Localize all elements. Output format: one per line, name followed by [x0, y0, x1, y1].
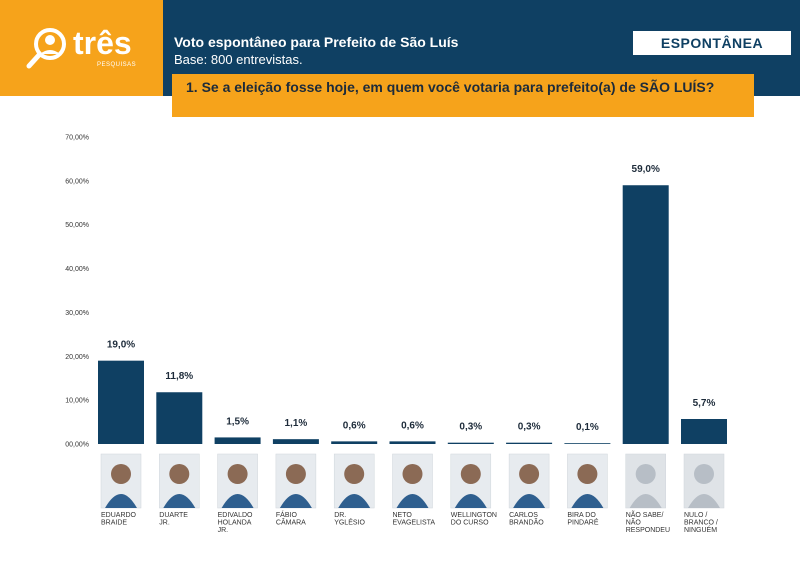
data-label: 0,3%	[518, 422, 541, 433]
candidate-label: BRANCO /	[684, 520, 718, 527]
chart-subtitle: Base: 800 entrevistas.	[174, 52, 303, 67]
candidate-label: PINDARÉ	[567, 518, 598, 527]
bar	[389, 441, 436, 444]
question-text: 1. Se a eleição fosse hoje, em quem você…	[186, 79, 715, 95]
data-label: 0,1%	[576, 422, 599, 433]
candidate-label: WELLINGTON	[451, 512, 497, 519]
y-tick-label: 30,00%	[65, 310, 89, 317]
bar	[564, 443, 611, 444]
data-label: 19,0%	[107, 340, 135, 351]
bar	[98, 360, 144, 444]
y-tick-label: 10,00%	[65, 398, 89, 405]
person-head-icon	[344, 464, 365, 484]
bar	[447, 442, 494, 444]
candidate-label: HOLANDA	[218, 520, 252, 527]
candidate-label: BRAIDE	[101, 520, 127, 527]
candidate-label: CÂMARA	[276, 518, 306, 527]
candidate-label: EDUARDO	[101, 512, 137, 519]
bar	[622, 185, 669, 444]
candidate-label: NÃO	[626, 518, 642, 527]
candidate-label: BRANDÃO	[509, 518, 544, 527]
person-head-icon	[111, 464, 131, 484]
data-label: 5,7%	[693, 398, 716, 409]
candidate-label: FÁBIO	[276, 510, 298, 519]
data-label: 0,6%	[343, 420, 366, 431]
candidate-label: EVAGELISTA	[393, 520, 436, 527]
candidate-label: DR.	[334, 512, 346, 519]
y-tick-label: 40,00%	[65, 266, 89, 273]
data-label: 0,3%	[459, 422, 482, 433]
bar	[272, 439, 319, 444]
candidate-label: JR.	[159, 520, 170, 527]
y-tick-label: 70,00%	[65, 135, 89, 142]
candidate-label: BIRA DO	[567, 512, 596, 519]
y-tick-label: 00,00%	[65, 442, 89, 449]
person-body-icon	[688, 494, 720, 508]
y-tick-label: 20,00%	[65, 354, 89, 361]
person-body-icon	[571, 494, 604, 508]
person-body-icon	[629, 494, 662, 508]
candidate-label: DUARTE	[159, 512, 188, 519]
person-body-icon	[279, 494, 312, 508]
person-head-icon	[169, 464, 190, 484]
person-body-icon	[163, 494, 196, 508]
bar	[156, 392, 203, 444]
bar	[331, 441, 378, 444]
logo-subtext: PESQUISAS	[97, 62, 137, 68]
question-box: 1. Se a eleição fosse hoje, em quem você…	[172, 74, 754, 117]
person-body-icon	[338, 494, 371, 508]
candidate-label: RESPONDEU	[626, 527, 670, 534]
bar	[214, 437, 261, 444]
data-label: 1,1%	[285, 418, 308, 429]
person-head-icon	[402, 464, 423, 484]
logo: três PESQUISAS	[26, 26, 141, 72]
person-head-icon	[460, 464, 481, 484]
person-body-icon	[221, 494, 254, 508]
y-tick-label: 60,00%	[65, 178, 89, 185]
candidate-label: NÃO SABE/	[626, 510, 664, 519]
logo-text: três	[73, 25, 132, 61]
chart-title: Voto espontâneo para Prefeito de São Luí…	[174, 34, 459, 50]
data-label: 11,8%	[165, 371, 193, 382]
person-body-icon	[454, 494, 487, 508]
bar	[681, 419, 727, 444]
person-body-icon	[513, 494, 546, 508]
candidate-label: YGLÉSIO	[334, 518, 365, 527]
data-label: 59,0%	[632, 164, 660, 175]
person-body-icon	[105, 494, 137, 508]
candidate-label: CARLOS	[509, 512, 538, 519]
survey-type-badge: ESPONTÂNEA	[633, 31, 791, 55]
data-label: 1,5%	[226, 416, 249, 427]
candidate-label: JR.	[218, 527, 229, 534]
magnifier-logo-icon	[26, 28, 66, 69]
person-head-icon	[694, 464, 714, 484]
candidate-label: DO CURSO	[451, 520, 489, 527]
bar	[506, 442, 553, 444]
candidate-label: NINGUÉM	[684, 525, 717, 534]
y-tick-label: 50,00%	[65, 222, 89, 229]
candidate-label: NULO /	[684, 512, 707, 519]
person-head-icon	[635, 464, 656, 484]
candidate-label: NETO	[393, 512, 413, 519]
person-head-icon	[519, 464, 540, 484]
person-body-icon	[396, 494, 429, 508]
data-label: 0,6%	[401, 420, 424, 431]
person-head-icon	[577, 464, 598, 484]
bar-chart: 00,00% 10,00% 20,00% 30,00% 40,00% 50,00% 60,0…	[65, 135, 727, 534]
person-head-icon	[285, 464, 306, 484]
person-head-icon	[227, 464, 248, 484]
logo-panel: três PESQUISAS	[0, 0, 163, 96]
candidate-label: EDIVALDO	[218, 512, 253, 519]
